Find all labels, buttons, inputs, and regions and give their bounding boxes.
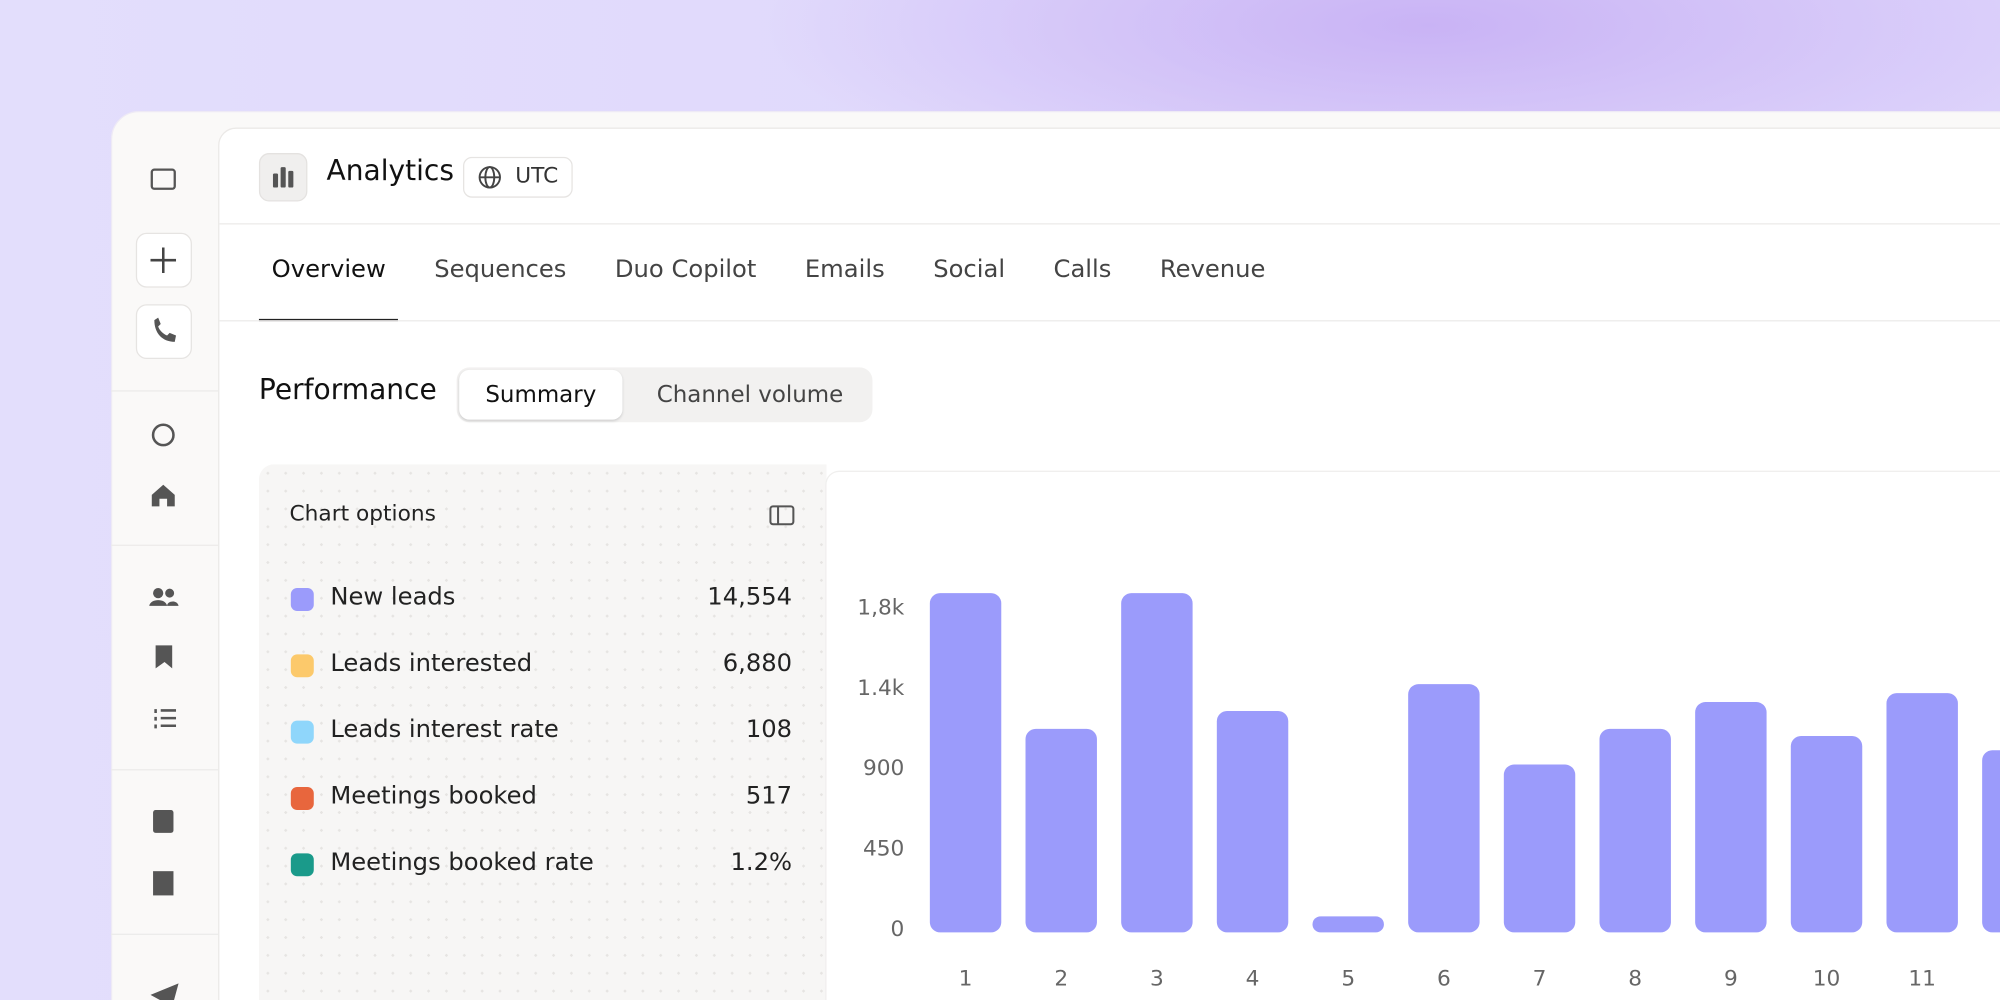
divider (219, 320, 2000, 322)
timezone-pill[interactable]: UTC (463, 156, 573, 198)
metric-row[interactable]: Leads interested 6,880 (274, 635, 810, 696)
bar (1025, 728, 1097, 933)
metric-swatch (290, 786, 314, 810)
bar (1408, 684, 1480, 933)
x-tick-label: 9 (1724, 967, 1738, 992)
bar (1982, 750, 2000, 933)
metric-value: 517 (745, 781, 793, 810)
x-tick-label: 4 (1246, 967, 1260, 992)
y-tick-label: 450 (863, 836, 904, 861)
view-option[interactable]: Summary (459, 369, 623, 420)
bar (929, 593, 1002, 933)
tab[interactable]: Sequences (434, 255, 567, 284)
tab[interactable]: Social (933, 255, 1006, 284)
y-tick-label: 1.4k (857, 676, 904, 701)
metric-swatch (290, 853, 314, 877)
x-tick-label: 11 (1908, 967, 1936, 992)
bar (1312, 916, 1384, 933)
x-tick-label: 10 (1813, 967, 1841, 992)
metric-swatch (290, 720, 314, 744)
metric-swatch (290, 654, 314, 678)
metric-value: 14,554 (707, 582, 793, 611)
tab[interactable]: Emails (804, 255, 885, 284)
chart-options: Chart options New leads 14,554 Leads inter… (258, 464, 827, 1000)
metric-name: New leads (330, 582, 456, 611)
metric-name: Leads interested (330, 649, 533, 678)
tab-bar: Overview Sequences Duo Copilot Emails Social… (258, 242, 1278, 322)
x-tick-label: 8 (1628, 967, 1642, 992)
x-tick-label: 5 (1341, 967, 1355, 992)
section-title: Performance (258, 374, 437, 407)
x-tick-label: 2 (1054, 967, 1068, 992)
tab[interactable]: Revenue (1159, 255, 1266, 284)
metric-row[interactable]: Meetings booked rate 1.2% (274, 834, 810, 895)
x-tick-label: 6 (1437, 967, 1451, 992)
tab[interactable]: Calls (1053, 255, 1112, 284)
y-tick-label: 0 (891, 917, 905, 942)
bar (1695, 702, 1767, 933)
bar (1121, 593, 1193, 933)
bar (1599, 728, 1671, 933)
metric-row[interactable]: Meetings booked 517 (274, 768, 810, 829)
y-tick-label: 1,8k (857, 595, 904, 620)
x-tick-label: 3 (1150, 967, 1164, 992)
bar (1790, 735, 1863, 933)
metric-value: 6,880 (722, 649, 793, 678)
call-button[interactable] (135, 304, 192, 360)
x-tick-label: 7 (1533, 967, 1547, 992)
metric-name: Meetings booked rate (330, 848, 594, 877)
sidebar (110, 168, 219, 1000)
bar (1503, 764, 1576, 933)
tab[interactable]: Duo Copilot (614, 255, 757, 284)
metric-row[interactable]: Leads interest rate 108 (274, 702, 810, 763)
metric-value: 1.2% (730, 848, 793, 877)
bar (1216, 710, 1289, 933)
view-toggle: Summary Channel volume (456, 367, 873, 423)
divider (219, 223, 2000, 225)
metric-value: 108 (745, 715, 793, 744)
analytics-icon (258, 153, 308, 202)
options-title: Chart options (289, 501, 436, 527)
y-tick-label: 900 (863, 756, 904, 781)
view-option[interactable]: Channel volume (656, 381, 844, 409)
metric-row[interactable]: New leads 14,554 (274, 569, 810, 630)
bar (1886, 693, 1958, 933)
metric-name: Meetings booked (330, 781, 537, 810)
page-title: Analytics (326, 155, 454, 188)
x-tick-label: 1 (959, 967, 973, 992)
metric-name: Leads interest rate (330, 715, 559, 744)
timezone: UTC (515, 163, 559, 189)
metric-swatch (290, 588, 314, 611)
